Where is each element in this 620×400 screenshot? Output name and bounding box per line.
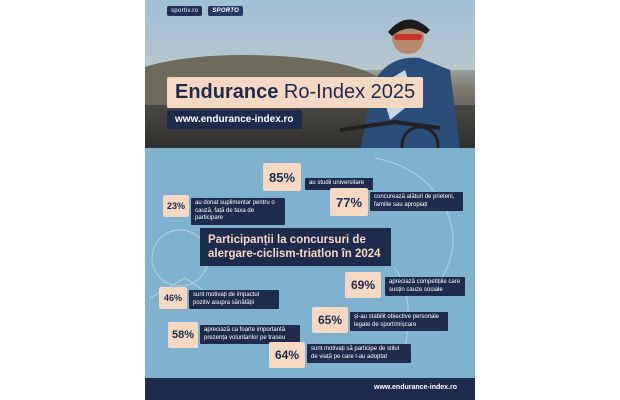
partner-logos: sportiv.ro SPORTO xyxy=(167,6,244,16)
stat-value-7: 58% xyxy=(168,322,198,348)
headline: Participanții la concursuri de alergare-… xyxy=(200,228,391,266)
infographic-poster: sportiv.ro SPORTO Endurance Ro-Index 202… xyxy=(145,0,475,400)
stat-value-1: 85% xyxy=(263,163,301,191)
title-bold: Endurance xyxy=(175,81,279,103)
stat-value-8: 64% xyxy=(269,342,305,368)
stat-value-6: 65% xyxy=(312,307,348,333)
stat-label-4: apreciază competițiile care susțin cauze… xyxy=(385,277,465,296)
stat-label-5: sunt motivați de impactul pozitiv asupra… xyxy=(189,290,279,309)
footer-url[interactable]: www.endurance-index.ro xyxy=(374,384,457,391)
stat-label-1: au studii universitare xyxy=(305,178,373,190)
footer-bar: www.endurance-index.ro xyxy=(145,378,475,400)
stat-label-6: și-au stabilit obiective personale legat… xyxy=(350,312,448,331)
stat-value-2: 23% xyxy=(163,195,189,217)
header-url[interactable]: www.endurance-index.ro xyxy=(167,110,302,129)
stat-value-5: 46% xyxy=(159,287,187,309)
title-rest: Ro-Index 2025 xyxy=(278,81,416,103)
stat-label-3: concurează alături de prieteni, familie … xyxy=(370,192,463,211)
stat-label-7: apreciază ca foarte importantă prezența … xyxy=(200,325,300,344)
sporto-logo: SPORTO xyxy=(208,6,244,16)
stat-value-3: 77% xyxy=(330,188,368,216)
stat-label-2: au donat suplimentar pentru o cauză, faț… xyxy=(191,198,285,225)
stat-value-4: 69% xyxy=(345,272,381,298)
page-title: Endurance Ro-Index 2025 xyxy=(167,77,424,108)
stat-label-8: sunt motivați să participe de stilul de … xyxy=(307,344,411,363)
sportiv-logo: sportiv.ro xyxy=(167,6,203,16)
cyclist-photo: sportiv.ro SPORTO Endurance Ro-Index 202… xyxy=(145,0,475,148)
